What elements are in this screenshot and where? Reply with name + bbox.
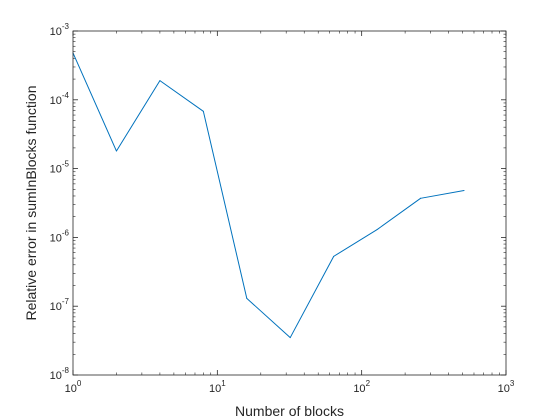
x-tick-labels: 100 101 102 103 [65, 379, 515, 395]
y-tick-label: 10-5 [50, 160, 70, 176]
plot-area [73, 31, 506, 375]
data-point [115, 150, 117, 152]
x-tick-label: 103 [498, 379, 515, 395]
series-layer [72, 52, 465, 339]
x-tick-label: 102 [353, 379, 370, 395]
x-tick-label: 101 [209, 379, 226, 395]
data-point [463, 190, 465, 192]
y-tick-label: 10-6 [50, 228, 70, 244]
series-line [72, 52, 465, 339]
data-point [333, 255, 335, 257]
y-axis-label: Relative error in sumInBlocks function [23, 86, 39, 321]
data-point [376, 229, 378, 231]
y-tick-labels: 10-8 10-7 10-6 10-5 10-4 10-3 [50, 22, 70, 382]
data-point [289, 337, 291, 339]
y-tick-label: 10-8 [50, 366, 70, 382]
x-tick-label: 100 [65, 379, 82, 395]
x-axis-label: Number of blocks [235, 403, 344, 419]
data-point [246, 297, 248, 299]
y-tick-label: 10-4 [50, 91, 70, 107]
axes-box [72, 30, 507, 376]
data-point [159, 80, 161, 82]
y-tick-label: 10-7 [50, 297, 70, 313]
y-tick-label: 10-3 [50, 22, 70, 38]
data-point [420, 197, 422, 199]
data-point [202, 110, 204, 112]
minor-ticks [73, 31, 506, 375]
